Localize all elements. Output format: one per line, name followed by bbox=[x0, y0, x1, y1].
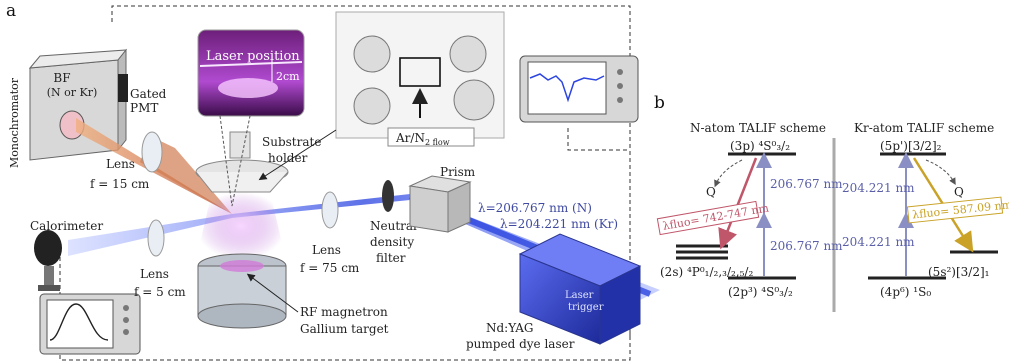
n-quench-arrow bbox=[714, 159, 743, 188]
lens-left-focal: f = 15 cm bbox=[90, 177, 150, 191]
gas-flow-box bbox=[387, 127, 475, 147]
oscilloscope-top bbox=[519, 55, 639, 123]
substrate-holder-label-1: Substrate bbox=[262, 135, 321, 149]
lens-bottom-focal: f = 5 cm bbox=[134, 285, 186, 299]
laser-label-2: pumped dye laser bbox=[466, 337, 575, 351]
filter-label-3: filter bbox=[376, 251, 406, 265]
laser-trigger-label-1: Laser bbox=[565, 290, 594, 301]
rf-magnetron bbox=[197, 253, 287, 329]
lens-f15-shape bbox=[141, 131, 163, 173]
kr-fluorescence-arrow bbox=[912, 157, 974, 253]
lens-f5-shape bbox=[147, 219, 165, 257]
dye-laser bbox=[518, 233, 642, 345]
n-quench-label: Q bbox=[706, 185, 716, 199]
kr-excitation-label-2: 204.221 nm bbox=[842, 235, 915, 249]
kr-scheme-title: Kr-atom TALIF scheme bbox=[854, 121, 994, 135]
lens-bottom-label: Lens bbox=[140, 267, 169, 281]
rf-magnetron-label: RF magnetron bbox=[300, 305, 388, 319]
bf-label: BF bbox=[53, 71, 70, 85]
pmt-label-1: Gated bbox=[130, 87, 167, 101]
kr-fluorescence-box bbox=[906, 196, 1004, 224]
kr-ground-level-label: (4p⁶) ¹S₀ bbox=[880, 285, 931, 299]
filter-label-2: density bbox=[370, 235, 414, 249]
n-ground-level-label: (2p³) ⁴S⁰₃/₂ bbox=[728, 285, 793, 299]
laser-trigger-label-2: trigger bbox=[568, 302, 604, 313]
monochromator-label: Monochromator bbox=[8, 77, 21, 168]
bf-species-label: (N or Kr) bbox=[47, 86, 98, 99]
chamber-rendering bbox=[335, 11, 505, 139]
substrate-holder-label-2: holder bbox=[268, 151, 308, 165]
calorimeter bbox=[34, 230, 62, 291]
dashed-trigger-line-scope bbox=[567, 128, 630, 151]
kr-quench-arrow bbox=[925, 159, 956, 186]
prism bbox=[408, 175, 472, 233]
plasma-glow bbox=[196, 192, 286, 260]
gallium-pointer bbox=[246, 273, 299, 313]
kr-excitation-label-1: 204.221 nm bbox=[842, 181, 915, 195]
n-excitation-label-2: 206.767 nm bbox=[770, 239, 843, 253]
panel-b-letter: b bbox=[654, 93, 665, 113]
inset-callout bbox=[219, 115, 251, 207]
n-upper-level-label: (3p) ⁴S⁰₃/₂ bbox=[730, 139, 790, 153]
laser-position-text: Laser position bbox=[206, 49, 300, 64]
n-mid-level-label: (2s) ⁴P⁰₁/₂,₃/₂,₅/₂ bbox=[660, 265, 753, 279]
kr-quench-label: Q bbox=[954, 185, 964, 199]
chamber-pointer bbox=[258, 129, 337, 181]
lambda-kr-label: λ=204.221 nm (Kr) bbox=[500, 217, 618, 231]
n-fluorescence-arrow bbox=[718, 157, 758, 250]
dashed-trigger-line-top bbox=[111, 5, 631, 340]
n-scheme-title: N-atom TALIF scheme bbox=[690, 121, 826, 135]
calorimeter-label: Calorimeter bbox=[30, 219, 103, 233]
lens-right-label: Lens bbox=[312, 243, 341, 257]
laser-position-inset bbox=[197, 29, 305, 117]
laser-label-1: Nd:YAG bbox=[486, 321, 533, 335]
filter-label-1: Neutral bbox=[370, 219, 417, 233]
lens-right-focal: f = 75 cm bbox=[300, 261, 360, 275]
lens-left-label: Lens bbox=[106, 157, 135, 171]
prism-label: Prism bbox=[440, 165, 476, 179]
fluorescence-cone-focus bbox=[140, 136, 232, 214]
pmt-box bbox=[118, 74, 128, 102]
oscilloscope-bottom bbox=[39, 293, 141, 355]
nd-filter-shape bbox=[382, 180, 394, 212]
n-excitation-label-1: 206.767 nm bbox=[770, 177, 843, 191]
lambda-n-label: λ=206.767 nm (N) bbox=[478, 201, 592, 215]
pmt-label-2: PMT bbox=[130, 101, 158, 115]
n-fluorescence-box bbox=[656, 200, 760, 236]
panel-a-letter: a bbox=[6, 1, 16, 21]
inset-scale-text: 2cm bbox=[276, 70, 300, 83]
gallium-target-label: Gallium target bbox=[300, 322, 389, 336]
kr-mid-level-label: (5s²)[3/2]₁ bbox=[928, 265, 989, 279]
kr-upper-level-label: (5p')[3/2]₂ bbox=[880, 139, 942, 153]
gas-flow-label: Ar/N2 flow bbox=[395, 131, 450, 147]
lens-f75-shape bbox=[321, 191, 339, 229]
